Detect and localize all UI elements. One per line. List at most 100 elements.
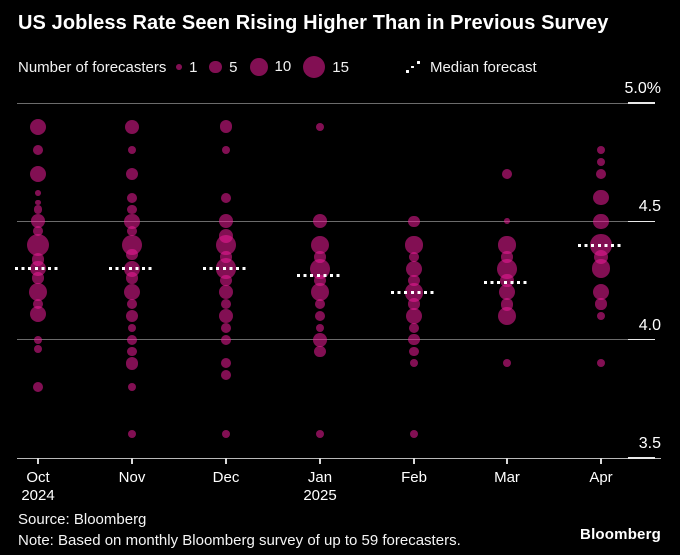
forecast-bubble [124, 213, 140, 229]
x-axis-tick [413, 458, 415, 464]
legend-size-number: 5 [229, 58, 238, 76]
forecast-bubble [498, 236, 516, 254]
forecast-bubble [221, 430, 231, 439]
forecast-bubble [596, 169, 606, 179]
median-forecast-line [15, 267, 61, 271]
forecast-bubble [314, 251, 326, 263]
forecast-bubble [219, 120, 233, 134]
source-text: Source: Bloomberg [18, 511, 147, 528]
x-axis-month-label: Dec [212, 469, 240, 486]
legend-size-bubble [176, 64, 183, 70]
forecast-bubble [310, 258, 330, 279]
forecast-bubble [502, 359, 512, 368]
gridline [17, 339, 655, 341]
median-forecast-line [391, 290, 437, 294]
y-axis-label: 4.0 [638, 316, 661, 334]
x-axis-month-label: Jan [307, 469, 333, 486]
forecast-bubble [497, 306, 516, 325]
x-axis-month-label: Apr [589, 469, 613, 486]
forecast-bubble [313, 214, 327, 229]
forecast-bubble [221, 299, 231, 310]
forecast-bubble [123, 284, 141, 301]
forecast-bubble [310, 283, 329, 302]
forecast-bubble [315, 323, 325, 332]
forecast-bubble [409, 322, 419, 333]
forecast-bubble [221, 358, 231, 369]
forecast-bubble [405, 260, 423, 277]
legend-size-scale: 1 5 10 15 [176, 55, 361, 79]
forecast-bubble [498, 284, 516, 301]
forecast-bubble [35, 199, 41, 206]
forecast-bubble [221, 334, 231, 345]
x-axis-tick [225, 458, 227, 464]
forecast-bubble [504, 218, 510, 225]
forecast-bubble [29, 118, 47, 135]
forecast-bubble [596, 158, 606, 167]
median-forecast-icon [405, 60, 422, 74]
forecast-bubble [219, 214, 233, 229]
forecast-bubble [315, 122, 325, 131]
gridline-tick-segment [628, 220, 655, 223]
forecast-bubble [314, 274, 326, 287]
x-axis-tick [37, 458, 39, 464]
forecast-bubble [33, 225, 43, 236]
median-forecast-line [109, 267, 155, 271]
forecast-bubble [26, 233, 50, 257]
forecast-bubble [219, 309, 233, 323]
legend-size-item: 5 [209, 58, 238, 76]
forecast-bubble [409, 346, 419, 357]
forecast-bubble [127, 334, 137, 345]
forecast-bubble [33, 335, 43, 344]
forecast-bubble [310, 235, 330, 255]
forecast-bubble [127, 204, 137, 215]
forecast-bubble [28, 283, 47, 302]
x-axis-tick [131, 458, 133, 464]
chart-title: US Jobless Rate Seen Rising Higher Than … [18, 12, 609, 34]
forecast-bubble [405, 307, 423, 325]
forecast-bubble [221, 370, 231, 381]
median-forecast-line [203, 267, 249, 271]
x-axis-tick [600, 458, 602, 464]
legend-size-number: 1 [189, 58, 198, 76]
forecast-bubble [127, 323, 137, 332]
forecast-bubble [408, 215, 420, 228]
legend-size-item: 1 [176, 59, 197, 76]
forecast-bubble [127, 192, 137, 203]
forecast-bubble [33, 382, 43, 392]
gridline-tick-segment [628, 338, 655, 341]
forecast-bubble [593, 190, 609, 206]
gridline [17, 220, 655, 222]
forecast-bubble [126, 248, 138, 261]
forecast-bubble [221, 322, 231, 333]
forecast-bubble [127, 382, 137, 392]
median-forecast-line [578, 243, 624, 247]
x-axis-year-label: 2024 [21, 487, 55, 504]
forecast-bubble [33, 145, 43, 156]
forecast-bubble [591, 259, 611, 279]
forecast-bubble [35, 190, 41, 196]
y-axis-label: 5.0% [624, 80, 661, 97]
forecast-bubble [313, 332, 327, 347]
forecast-bubble [125, 119, 139, 134]
forecast-bubble [221, 192, 231, 203]
footer: Source: Bloomberg Note: Based on monthly… [18, 509, 461, 551]
forecast-bubble [315, 430, 325, 439]
median-forecast-label: Median forecast [429, 58, 537, 76]
legend-size-number: 10 [274, 58, 292, 76]
forecast-bubble [408, 274, 420, 287]
forecast-bubble [221, 146, 231, 155]
forecast-bubble [502, 169, 512, 179]
median-forecast-line [297, 274, 343, 278]
legend-size-bubble [303, 55, 326, 79]
forecast-bubble [33, 205, 43, 214]
forecast-bubble [126, 272, 138, 284]
forecast-bubble [127, 430, 137, 439]
forecast-bubble [409, 430, 419, 439]
legend-size-item: 10 [249, 57, 292, 76]
forecast-bubble [125, 356, 139, 370]
forecast-bubble [29, 165, 47, 183]
forecast-bubble [29, 305, 47, 322]
forecast-bubble [125, 167, 139, 181]
x-axis-month-label: Nov [118, 469, 146, 486]
